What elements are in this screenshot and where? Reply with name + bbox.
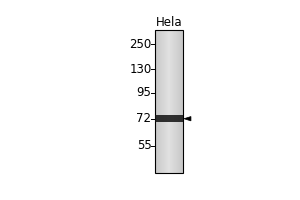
- Bar: [165, 30, 166, 173]
- Bar: [178, 30, 179, 173]
- Bar: [180, 30, 181, 173]
- Bar: [155, 30, 156, 173]
- Polygon shape: [184, 117, 191, 121]
- Bar: [172, 30, 173, 173]
- Bar: [170, 30, 171, 173]
- Bar: [162, 30, 163, 173]
- Bar: [179, 30, 180, 173]
- Bar: [160, 30, 161, 173]
- Bar: [181, 30, 182, 173]
- Bar: [169, 30, 170, 173]
- Bar: [181, 30, 182, 173]
- Bar: [156, 30, 157, 173]
- Bar: [169, 30, 170, 173]
- Bar: [166, 30, 167, 173]
- Bar: [173, 30, 174, 173]
- Bar: [179, 30, 180, 173]
- Text: 250: 250: [129, 38, 152, 51]
- Bar: [167, 30, 168, 173]
- Bar: [155, 30, 183, 173]
- Text: 55: 55: [137, 139, 152, 152]
- Bar: [166, 30, 167, 173]
- Bar: [175, 30, 176, 173]
- Bar: [178, 30, 179, 173]
- Bar: [164, 30, 165, 173]
- Bar: [157, 30, 158, 173]
- Bar: [157, 30, 158, 173]
- Bar: [160, 30, 161, 173]
- Bar: [155, 115, 183, 122]
- Bar: [163, 30, 164, 173]
- Bar: [174, 30, 175, 173]
- Bar: [180, 30, 181, 173]
- Bar: [159, 30, 160, 173]
- Bar: [165, 30, 166, 173]
- Bar: [161, 30, 162, 173]
- Bar: [156, 30, 157, 173]
- Bar: [168, 30, 169, 173]
- Bar: [174, 30, 175, 173]
- Bar: [167, 30, 168, 173]
- Bar: [182, 30, 183, 173]
- Bar: [177, 30, 178, 173]
- Bar: [164, 30, 165, 173]
- Bar: [163, 30, 164, 173]
- Bar: [172, 30, 173, 173]
- Bar: [176, 30, 177, 173]
- Bar: [171, 30, 172, 173]
- Bar: [169, 30, 170, 173]
- Bar: [162, 30, 163, 173]
- Bar: [159, 30, 160, 173]
- Bar: [173, 30, 174, 173]
- Bar: [170, 30, 171, 173]
- Bar: [155, 30, 156, 173]
- Bar: [168, 30, 169, 173]
- Text: 72: 72: [136, 112, 152, 125]
- Text: Hela: Hela: [155, 16, 182, 29]
- Bar: [176, 30, 177, 173]
- Text: 130: 130: [129, 63, 152, 76]
- Bar: [158, 30, 159, 173]
- Bar: [161, 30, 162, 173]
- Bar: [182, 30, 183, 173]
- Bar: [171, 30, 172, 173]
- Bar: [177, 30, 178, 173]
- Text: 95: 95: [136, 86, 152, 99]
- Bar: [158, 30, 159, 173]
